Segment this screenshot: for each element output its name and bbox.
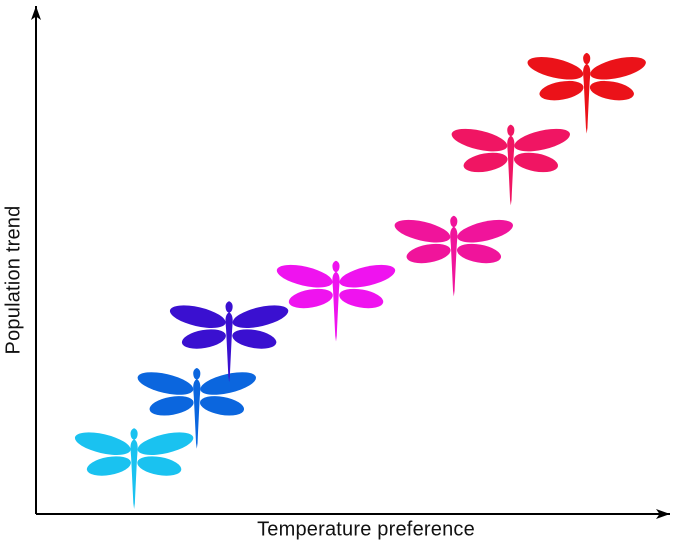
dragonfly-marker-2 xyxy=(135,367,259,449)
dragonfly-markers xyxy=(72,52,648,509)
dragonfly-marker-1 xyxy=(72,428,196,509)
dragonfly-marker-4 xyxy=(274,260,398,342)
x-axis-label: Temperature preference xyxy=(257,518,475,541)
dragonfly-marker-3 xyxy=(167,301,291,382)
dragonfly-marker-7 xyxy=(525,52,648,134)
dragonfly-marker-5 xyxy=(392,215,516,297)
dragonfly-marker-6 xyxy=(449,124,573,206)
y-axis-label: Population trend xyxy=(2,205,25,355)
